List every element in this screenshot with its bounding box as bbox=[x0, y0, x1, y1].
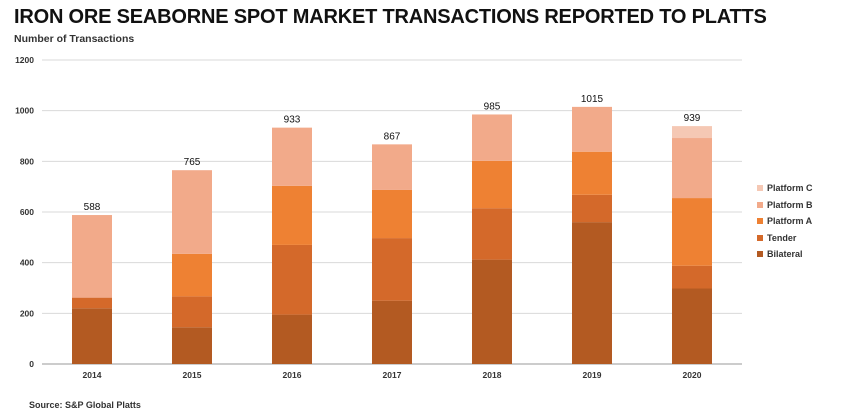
legend-item: Platform B bbox=[757, 197, 813, 214]
bar-total-label: 588 bbox=[84, 202, 101, 213]
bar-segment-platform-b bbox=[372, 144, 412, 190]
bar-segment-bilateral bbox=[372, 300, 412, 364]
legend-swatch bbox=[757, 234, 763, 241]
bar-segment-platform-a bbox=[572, 151, 612, 195]
legend-swatch bbox=[757, 218, 763, 225]
bar-total-label: 985 bbox=[484, 101, 501, 112]
bar-segment-tender bbox=[672, 265, 712, 289]
bar-segment-bilateral bbox=[172, 327, 212, 364]
legend-label: Platform B bbox=[767, 199, 813, 210]
bar-segment-tender bbox=[372, 238, 412, 301]
legend-item: Platform C bbox=[757, 180, 813, 197]
bar-segment-platform-a bbox=[172, 253, 212, 297]
x-tick-label: 2019 bbox=[583, 370, 602, 380]
bar-segment-bilateral bbox=[272, 314, 312, 364]
legend-swatch bbox=[757, 201, 763, 208]
bar-segment-platform-c bbox=[672, 126, 712, 139]
bar-segment-tender bbox=[272, 244, 312, 315]
bar-segment-platform-a bbox=[372, 189, 412, 239]
y-tick-label: 1200 bbox=[15, 55, 34, 65]
bar-segment-platform-b bbox=[572, 106, 612, 152]
x-tick-label: 2015 bbox=[183, 370, 202, 380]
bar-segment-tender bbox=[572, 194, 612, 223]
x-tick-label: 2014 bbox=[83, 370, 102, 380]
chart-title: IRON ORE SEABORNE SPOT MARKET TRANSACTIO… bbox=[14, 6, 767, 28]
bar-segment-platform-a bbox=[472, 160, 512, 209]
legend-label: Platform A bbox=[767, 216, 813, 227]
legend-label: Platform C bbox=[767, 183, 813, 194]
legend-item: Tender bbox=[757, 230, 813, 247]
bar-segment-platform-b bbox=[272, 127, 312, 186]
bar-segment-platform-a bbox=[672, 198, 712, 266]
bar-segment-tender bbox=[172, 296, 212, 328]
x-tick-label: 2018 bbox=[483, 370, 502, 380]
y-tick-label: 1000 bbox=[15, 106, 34, 116]
y-tick-label: 0 bbox=[29, 359, 34, 369]
bar-total-label: 867 bbox=[384, 131, 401, 142]
chart-source: Source: S&P Global Platts bbox=[29, 400, 141, 410]
bar-segment-bilateral bbox=[472, 259, 512, 364]
bar-segment-tender bbox=[72, 297, 112, 309]
y-tick-label: 200 bbox=[20, 308, 34, 318]
bar-segment-bilateral bbox=[72, 308, 112, 364]
bar-segment-platform-b bbox=[172, 170, 212, 254]
x-tick-label: 2020 bbox=[683, 370, 702, 380]
y-tick-label: 800 bbox=[20, 156, 34, 166]
bar-segment-bilateral bbox=[572, 222, 612, 364]
bar-total-label: 765 bbox=[184, 157, 201, 168]
bar-segment-platform-b bbox=[472, 114, 512, 161]
bar-total-label: 1015 bbox=[581, 94, 604, 105]
chart-legend: Platform C Platform B Platform A Tender Bila… bbox=[757, 180, 813, 263]
legend-swatch bbox=[757, 251, 763, 258]
bar-segment-platform-b bbox=[72, 215, 112, 298]
y-tick-label: 600 bbox=[20, 207, 34, 217]
legend-item: Bilateral bbox=[757, 246, 813, 263]
bar-total-label: 939 bbox=[684, 113, 701, 124]
x-tick-label: 2016 bbox=[283, 370, 302, 380]
bar-segment-platform-a bbox=[272, 185, 312, 245]
legend-label: Bilateral bbox=[767, 249, 803, 260]
chart-subtitle: Number of Transactions bbox=[14, 33, 135, 45]
bar-segment-bilateral bbox=[672, 288, 712, 364]
x-tick-label: 2017 bbox=[383, 370, 402, 380]
legend-item: Platform A bbox=[757, 213, 813, 230]
legend-swatch bbox=[757, 185, 763, 192]
y-tick-label: 400 bbox=[20, 258, 34, 268]
bar-segment-tender bbox=[472, 208, 512, 260]
bar-segment-platform-b bbox=[672, 138, 712, 199]
legend-label: Tender bbox=[767, 232, 797, 243]
bar-total-label: 933 bbox=[284, 115, 301, 126]
